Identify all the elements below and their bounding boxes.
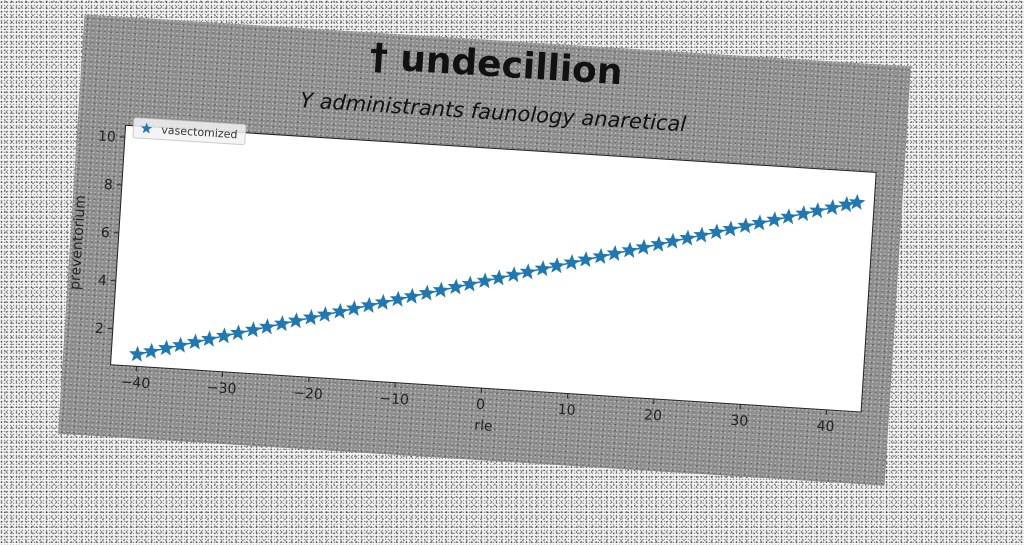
x-tick-label: −30	[206, 380, 236, 398]
x-tick-label: 20	[644, 407, 663, 424]
x-axis-label: rle	[474, 418, 493, 435]
x-tick-label: 30	[730, 413, 749, 430]
x-tick-label: 0	[475, 397, 485, 414]
y-tick-label: 4	[97, 273, 107, 290]
x-tick-label: 40	[816, 418, 835, 435]
y-tick-label: 6	[100, 225, 110, 242]
x-tick-label: 10	[557, 402, 576, 419]
y-axis-label: preventorium	[67, 195, 89, 291]
y-tick-label: 2	[94, 321, 104, 338]
y-tick-label: 8	[103, 177, 113, 194]
plot-area	[111, 125, 877, 412]
x-tick-label: −40	[120, 374, 150, 392]
x-tick-label: −10	[379, 391, 409, 409]
x-tick-label: −20	[293, 385, 323, 403]
y-tick-label: 10	[98, 129, 117, 146]
